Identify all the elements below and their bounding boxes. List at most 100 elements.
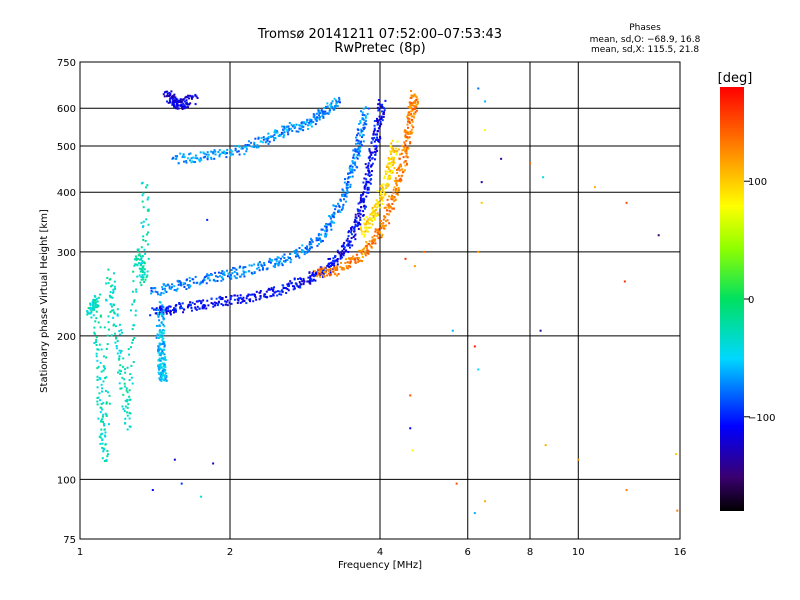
data-point	[363, 126, 366, 129]
data-point	[317, 273, 320, 276]
data-point	[390, 165, 393, 168]
data-point	[228, 276, 231, 279]
data-point	[313, 270, 316, 273]
data-point	[367, 180, 370, 183]
data-point	[141, 278, 144, 281]
data-point	[206, 274, 209, 277]
data-point	[324, 223, 327, 226]
data-point	[407, 114, 410, 117]
data-point	[169, 97, 172, 100]
data-point	[200, 302, 203, 305]
data-point	[625, 201, 628, 204]
data-point	[170, 90, 173, 93]
data-point	[380, 116, 383, 119]
data-point	[158, 334, 161, 337]
data-point	[257, 146, 260, 149]
data-point	[356, 148, 359, 151]
data-point	[159, 354, 162, 357]
data-point	[386, 219, 389, 222]
data-point	[158, 324, 161, 327]
data-point	[406, 115, 409, 118]
data-point	[143, 271, 146, 274]
data-point	[352, 149, 355, 152]
data-point	[361, 253, 364, 256]
data-point	[307, 280, 310, 283]
data-point	[362, 247, 365, 250]
data-point	[99, 399, 102, 402]
data-point	[133, 264, 136, 267]
data-point	[112, 303, 115, 306]
data-point	[162, 309, 165, 312]
data-point	[415, 98, 418, 101]
data-point	[328, 110, 331, 113]
data-point	[203, 279, 206, 282]
data-point	[216, 275, 219, 278]
data-point	[326, 105, 329, 108]
data-point	[239, 296, 242, 299]
data-point	[112, 324, 115, 327]
data-point	[251, 293, 254, 296]
data-point	[96, 403, 99, 406]
data-point	[261, 268, 264, 271]
data-point	[343, 198, 346, 201]
data-point	[361, 134, 364, 137]
data-point	[312, 113, 315, 116]
data-point	[406, 123, 409, 126]
data-point	[156, 334, 159, 337]
data-point	[316, 116, 319, 119]
data-point	[367, 191, 370, 194]
data-point	[269, 295, 272, 298]
data-point	[236, 301, 239, 304]
data-point	[159, 363, 162, 366]
data-point	[185, 99, 188, 102]
data-point	[161, 343, 164, 346]
data-point	[147, 257, 150, 260]
data-point	[372, 238, 375, 241]
data-point	[359, 134, 362, 137]
data-point	[286, 131, 289, 134]
data-point	[367, 252, 370, 255]
data-point	[101, 432, 104, 435]
data-point	[140, 269, 143, 272]
data-point	[405, 139, 408, 142]
data-point	[330, 228, 333, 231]
data-point	[330, 221, 333, 224]
data-point	[348, 172, 351, 175]
data-point	[368, 243, 371, 246]
data-point	[364, 163, 367, 166]
y-tick-label: 750	[57, 58, 76, 69]
data-point	[126, 406, 129, 409]
data-point	[234, 276, 237, 279]
data-point	[406, 117, 409, 120]
data-point	[365, 178, 368, 181]
data-point	[223, 271, 226, 274]
data-point	[238, 297, 241, 300]
data-point	[245, 297, 248, 300]
data-point	[364, 223, 367, 226]
data-point	[156, 312, 159, 315]
data-point	[403, 169, 406, 172]
data-point	[273, 264, 276, 267]
data-point	[199, 151, 202, 154]
data-point	[95, 336, 98, 339]
data-point	[105, 299, 108, 302]
data-point	[180, 283, 183, 286]
data-point	[364, 233, 367, 236]
data-point	[99, 293, 102, 296]
data-point	[124, 385, 127, 388]
data-point	[341, 207, 344, 210]
data-point	[379, 219, 382, 222]
data-point	[364, 115, 367, 118]
data-point	[284, 287, 287, 290]
data-point	[93, 326, 96, 329]
data-point	[309, 123, 312, 126]
data-point	[96, 348, 99, 351]
data-point	[362, 118, 365, 121]
data-point	[272, 289, 275, 292]
data-point	[104, 412, 107, 415]
data-point	[351, 257, 354, 260]
data-point	[155, 336, 158, 339]
data-point	[360, 194, 363, 197]
data-point	[174, 310, 177, 313]
data-point	[223, 151, 226, 154]
